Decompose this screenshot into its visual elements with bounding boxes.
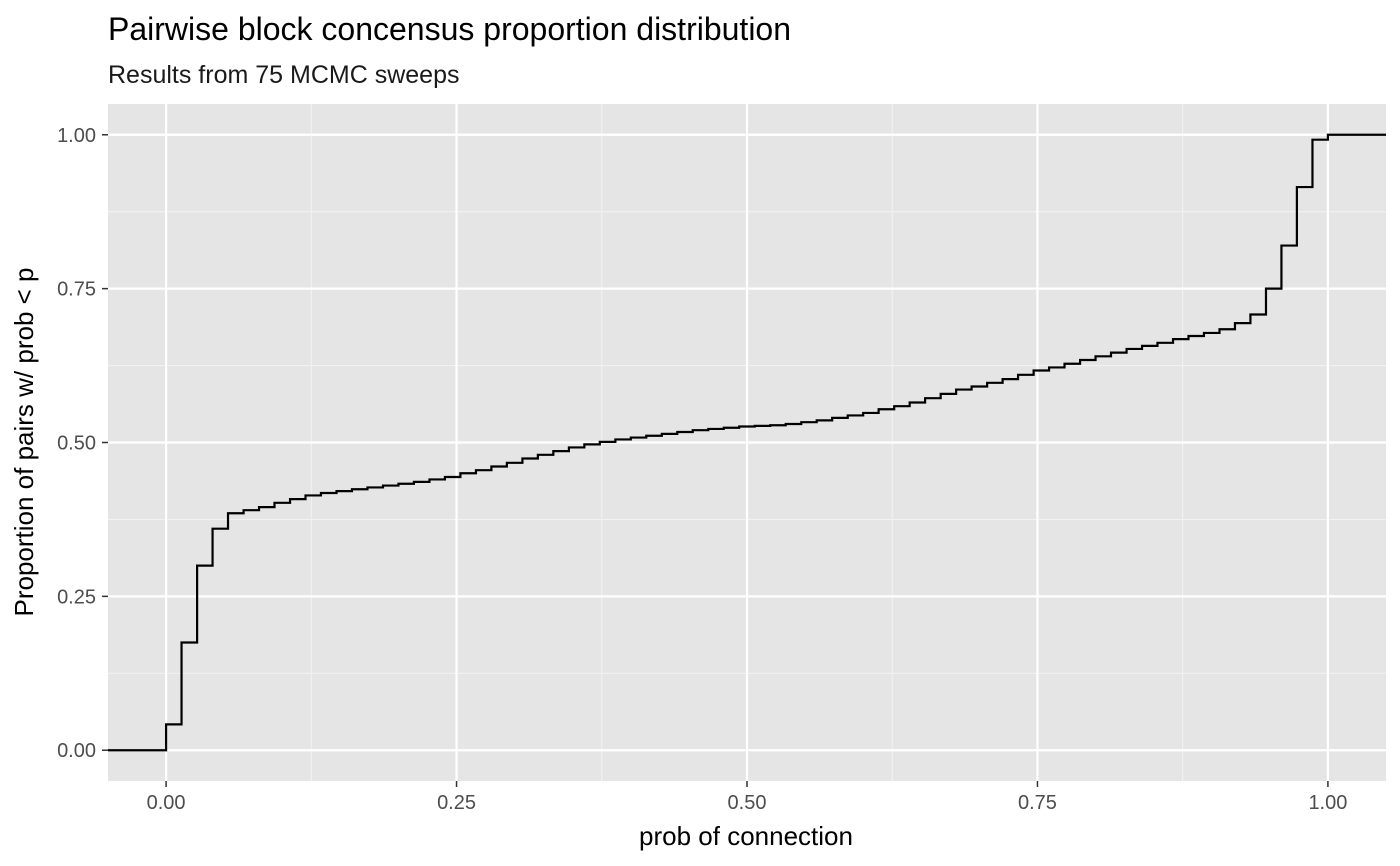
y-tick-label: 0.25 (57, 586, 96, 608)
x-tick-label: 1.00 (1308, 792, 1347, 814)
ecdf-step-line (108, 133, 1386, 752)
x-tick-label: 0.00 (147, 792, 186, 814)
y-tick-label: 0.00 (57, 740, 96, 762)
major-gridlines (108, 104, 1386, 781)
y-tick-label: 1.00 (57, 125, 96, 147)
x-tick-label: 0.50 (728, 792, 767, 814)
x-tick-label: 0.25 (437, 792, 476, 814)
y-axis-ticks: 0.00 0.25 0.50 0.75 1.00 (57, 125, 108, 762)
x-axis-ticks: 0.00 0.25 0.50 0.75 1.00 (147, 781, 1347, 814)
x-tick-label: 0.75 (1018, 792, 1057, 814)
y-tick-label: 0.75 (57, 279, 96, 301)
x-axis-title: prob of connection (639, 821, 853, 851)
chart-title: Pairwise block concensus proportion dist… (108, 11, 791, 47)
chart-subtitle: Results from 75 MCMC sweeps (108, 61, 459, 89)
y-tick-label: 0.50 (57, 433, 96, 455)
y-axis-title: Proportion of pairs w/ prob < p (9, 267, 39, 616)
